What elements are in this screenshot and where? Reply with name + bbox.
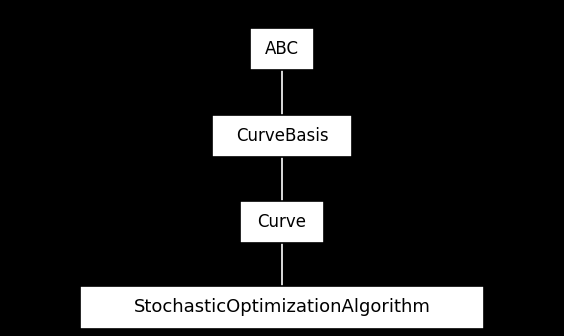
Text: StochasticOptimizationAlgorithm: StochasticOptimizationAlgorithm xyxy=(134,298,430,317)
FancyBboxPatch shape xyxy=(212,115,352,157)
FancyBboxPatch shape xyxy=(240,201,324,243)
Text: ABC: ABC xyxy=(265,40,299,58)
FancyBboxPatch shape xyxy=(250,28,314,70)
FancyBboxPatch shape xyxy=(80,286,484,329)
Text: Curve: Curve xyxy=(258,213,306,231)
Text: CurveBasis: CurveBasis xyxy=(236,127,328,145)
